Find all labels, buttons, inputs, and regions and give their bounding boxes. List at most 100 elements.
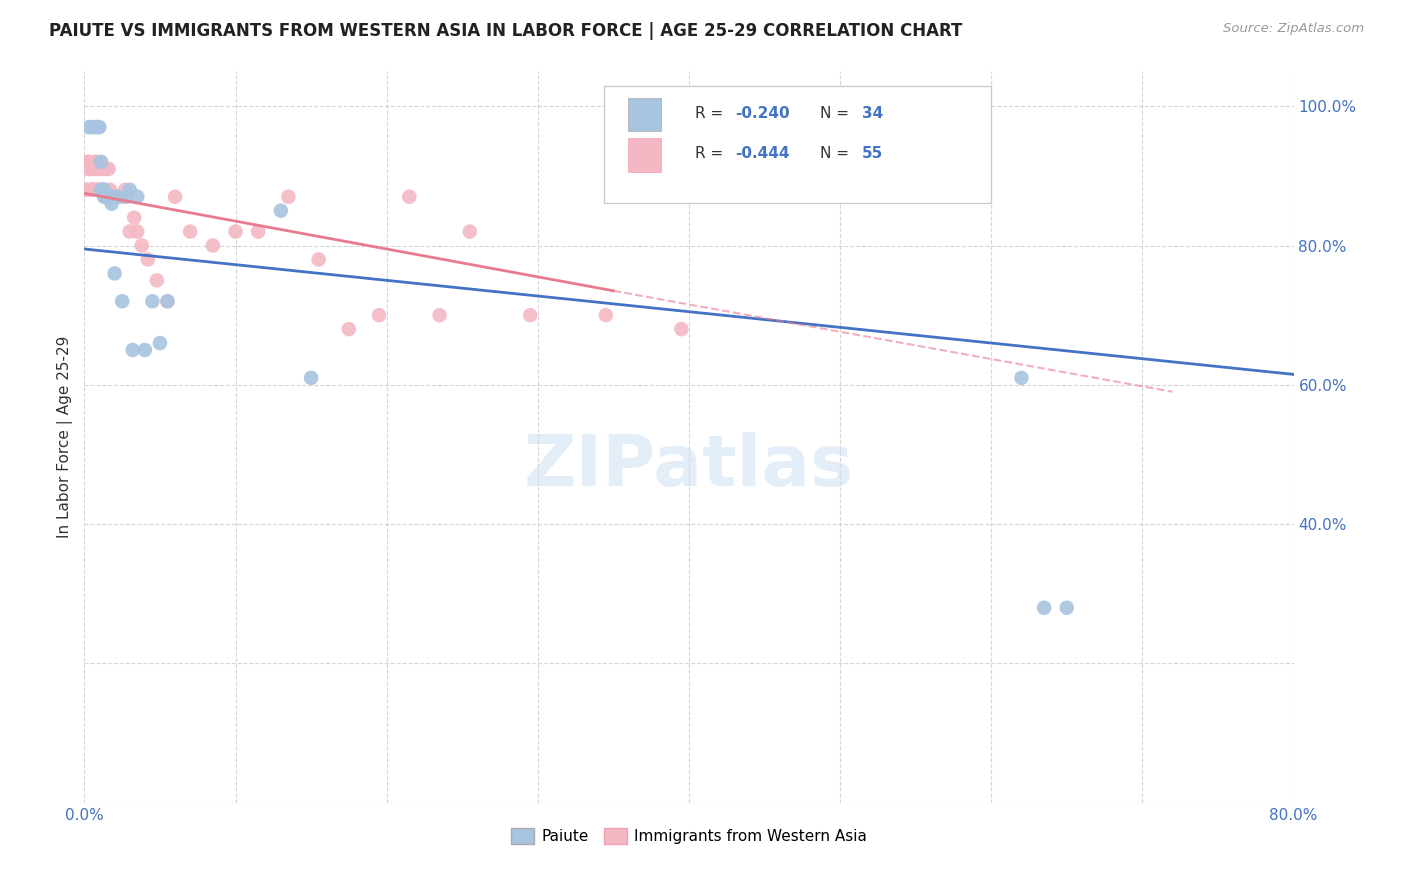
Point — [76, 155, 98, 169]
Point — [165, 190, 187, 204]
Point — [1033, 600, 1056, 615]
Point — [519, 308, 541, 322]
Point — [134, 343, 156, 357]
Point — [93, 161, 115, 176]
Text: 55: 55 — [862, 145, 883, 161]
Point — [79, 161, 101, 176]
Point — [115, 190, 138, 204]
Point — [127, 225, 149, 239]
Point — [277, 190, 299, 204]
Point — [89, 183, 111, 197]
Point — [127, 190, 149, 204]
Point — [156, 294, 179, 309]
Point — [96, 190, 118, 204]
Text: N =: N = — [820, 105, 853, 120]
Point — [96, 161, 118, 176]
Point — [97, 190, 120, 204]
Point — [87, 120, 110, 134]
Point — [141, 294, 163, 309]
Point — [149, 336, 172, 351]
Point — [98, 190, 121, 204]
Point — [79, 183, 101, 197]
Point — [86, 183, 108, 197]
Point — [98, 183, 121, 197]
Point — [80, 183, 103, 197]
Point — [84, 155, 107, 169]
Point — [201, 238, 224, 252]
Point — [93, 190, 115, 204]
Point — [94, 190, 117, 204]
Point — [77, 161, 100, 176]
Point — [91, 183, 114, 197]
Text: N =: N = — [820, 145, 853, 161]
Point — [96, 190, 118, 204]
Point — [671, 322, 693, 336]
Point — [93, 183, 115, 197]
Point — [89, 161, 111, 176]
Point — [247, 225, 270, 239]
Point — [131, 238, 153, 252]
Point — [121, 343, 143, 357]
Point — [97, 161, 120, 176]
FancyBboxPatch shape — [605, 86, 991, 203]
Point — [111, 190, 134, 204]
Point — [90, 155, 112, 169]
Point — [86, 155, 108, 169]
Point — [104, 190, 127, 204]
Point — [225, 225, 247, 239]
Point — [146, 273, 169, 287]
Point — [458, 225, 481, 239]
Point — [82, 183, 104, 197]
Point — [75, 183, 97, 197]
Text: -0.240: -0.240 — [735, 105, 790, 120]
Point — [156, 294, 179, 309]
FancyBboxPatch shape — [628, 138, 661, 171]
Text: 34: 34 — [862, 105, 883, 120]
Point — [90, 155, 112, 169]
Y-axis label: In Labor Force | Age 25-29: In Labor Force | Age 25-29 — [58, 336, 73, 538]
Point — [429, 308, 451, 322]
Point — [100, 196, 122, 211]
Point — [94, 190, 117, 204]
Text: R =: R = — [695, 145, 728, 161]
Text: Source: ZipAtlas.com: Source: ZipAtlas.com — [1223, 22, 1364, 36]
Point — [80, 183, 103, 197]
Point — [87, 183, 110, 197]
Point — [308, 252, 330, 267]
Text: ZIPatlas: ZIPatlas — [524, 432, 853, 500]
Text: -0.444: -0.444 — [735, 145, 789, 161]
Point — [1056, 600, 1078, 615]
Legend: Paiute, Immigrants from Western Asia: Paiute, Immigrants from Western Asia — [505, 822, 873, 850]
Point — [82, 120, 104, 134]
Point — [179, 225, 201, 239]
Text: R =: R = — [695, 105, 728, 120]
Point — [398, 190, 420, 204]
Point — [82, 183, 104, 197]
Point — [368, 308, 391, 322]
Point — [84, 161, 107, 176]
Point — [97, 190, 120, 204]
Point — [77, 161, 100, 176]
Point — [77, 155, 100, 169]
Point — [76, 183, 98, 197]
Point — [114, 183, 136, 197]
Point — [90, 183, 112, 197]
Point — [111, 294, 134, 309]
Point — [595, 308, 617, 322]
Point — [87, 161, 110, 176]
Point — [89, 120, 111, 134]
Point — [93, 183, 115, 197]
Point — [299, 371, 322, 385]
Point — [107, 190, 129, 204]
Point — [337, 322, 360, 336]
Point — [80, 161, 103, 176]
Text: PAIUTE VS IMMIGRANTS FROM WESTERN ASIA IN LABOR FORCE | AGE 25-29 CORRELATION CH: PAIUTE VS IMMIGRANTS FROM WESTERN ASIA I… — [49, 22, 963, 40]
Point — [136, 252, 159, 267]
Point — [118, 183, 141, 197]
Point — [1011, 371, 1033, 385]
Point — [107, 190, 129, 204]
Point — [104, 266, 127, 280]
Point — [91, 183, 114, 197]
Point — [86, 120, 108, 134]
Point — [122, 211, 145, 225]
